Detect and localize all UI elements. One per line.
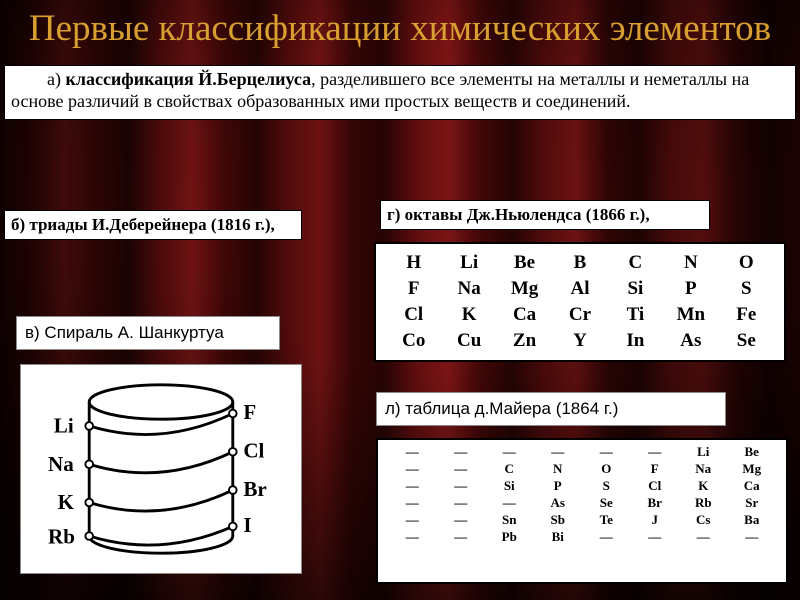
meyer-cell: Pb xyxy=(485,529,534,546)
meyer-cell: Br xyxy=(631,495,680,512)
element-cell: Na xyxy=(441,276,496,302)
box-g: г) октавы Дж.Ньюлендса (1866 г.), xyxy=(380,200,710,230)
svg-text:K: K xyxy=(58,490,75,514)
element-cell: As xyxy=(663,328,718,354)
meyer-cell: P xyxy=(534,478,583,495)
meyer-cell: — xyxy=(437,478,486,495)
meyer-cell: Li xyxy=(679,444,728,461)
element-cell: N xyxy=(663,250,718,276)
element-cell: Fe xyxy=(719,302,774,328)
element-cell: Al xyxy=(552,276,607,302)
meyer-cell: — xyxy=(437,495,486,512)
box-b: б) триады И.Деберейнера (1816 г.), xyxy=(4,210,302,240)
element-cell: Co xyxy=(386,328,441,354)
element-cell: Y xyxy=(552,328,607,354)
svg-text:Br: Br xyxy=(243,477,266,501)
spiral-svg: Li Na K Rb F Cl Br I xyxy=(27,371,295,567)
meyer-cell: Cs xyxy=(679,512,728,529)
element-cell: Cr xyxy=(552,302,607,328)
meyer-cell: J xyxy=(631,512,680,529)
meyer-cell: Rb xyxy=(679,495,728,512)
meyer-cell: Bi xyxy=(534,529,583,546)
spiral-diagram: Li Na K Rb F Cl Br I xyxy=(20,364,302,574)
meyer-cell: — xyxy=(437,529,486,546)
element-cell: B xyxy=(552,250,607,276)
meyer-cell: — xyxy=(388,512,437,529)
meyer-cell: — xyxy=(631,444,680,461)
svg-text:Cl: Cl xyxy=(243,439,264,463)
box-v: в) Спираль А. Шанкуртуа xyxy=(16,316,280,350)
meyer-cell: Se xyxy=(582,495,631,512)
box-a: а) классификация Й.Берцелиуса, разделивш… xyxy=(4,65,796,120)
element-cell: S xyxy=(719,276,774,302)
meyer-cell: — xyxy=(582,444,631,461)
meyer-cell: — xyxy=(534,444,583,461)
meyer-cell: — xyxy=(582,529,631,546)
meyer-cell: — xyxy=(388,444,437,461)
meyer-cell: Cl xyxy=(631,478,680,495)
meyer-cell: — xyxy=(485,495,534,512)
meyer-cell: Na xyxy=(679,461,728,478)
meyer-cell: N xyxy=(534,461,583,478)
meyer-cell: — xyxy=(437,512,486,529)
meyer-cell: — xyxy=(388,529,437,546)
meyer-cell: — xyxy=(388,461,437,478)
meyer-cell: K xyxy=(679,478,728,495)
meyer-cell: As xyxy=(534,495,583,512)
box-l: л) таблица д.Майера (1864 г.) xyxy=(376,392,726,426)
meyer-cell: Si xyxy=(485,478,534,495)
meyer-cell: Ba xyxy=(728,512,777,529)
slide-title: Первые классификации химических элементо… xyxy=(0,8,800,51)
meyer-cell: O xyxy=(582,461,631,478)
svg-text:Na: Na xyxy=(48,452,74,476)
svg-text:Li: Li xyxy=(54,414,74,438)
element-cell: H xyxy=(386,250,441,276)
newlands-table: HLiBeBCNO FNaMgAlSiPS ClKCaCrTiMnFe CoCuZnY… xyxy=(374,242,786,362)
meyer-cell: C xyxy=(485,461,534,478)
meyer-cell: — xyxy=(437,461,486,478)
meyer-cell: — xyxy=(388,478,437,495)
meyer-cell: Ca xyxy=(728,478,777,495)
meyer-cell: — xyxy=(485,444,534,461)
meyer-cell: Sb xyxy=(534,512,583,529)
meyer-cell: — xyxy=(388,495,437,512)
element-cell: Cl xyxy=(386,302,441,328)
element-cell: Li xyxy=(441,250,496,276)
element-cell: Se xyxy=(719,328,774,354)
svg-text:I: I xyxy=(243,513,251,537)
box-a-bold: классификация Й.Берцелиуса xyxy=(65,69,311,89)
box-a-prefix: а) xyxy=(47,69,65,89)
meyer-table: ——————LiBe——CNOFNaMg——SiPSClKCa———AsSeBr… xyxy=(376,438,788,584)
meyer-cell: Te xyxy=(582,512,631,529)
element-cell: Mg xyxy=(497,276,552,302)
meyer-cell: — xyxy=(679,529,728,546)
element-cell: Mn xyxy=(663,302,718,328)
element-cell: Si xyxy=(608,276,663,302)
slide-content: Первые классификации химических элементо… xyxy=(0,0,800,120)
meyer-cell: F xyxy=(631,461,680,478)
element-cell: Zn xyxy=(497,328,552,354)
meyer-cell: S xyxy=(582,478,631,495)
meyer-cell: — xyxy=(437,444,486,461)
meyer-cell: Sr xyxy=(728,495,777,512)
svg-text:F: F xyxy=(243,400,256,424)
element-cell: In xyxy=(608,328,663,354)
element-cell: Be xyxy=(497,250,552,276)
meyer-cell: — xyxy=(728,529,777,546)
element-cell: Cu xyxy=(441,328,496,354)
element-cell: Ti xyxy=(608,302,663,328)
element-cell: Ca xyxy=(497,302,552,328)
meyer-cell: Be xyxy=(728,444,777,461)
element-cell: P xyxy=(663,276,718,302)
meyer-cell: Mg xyxy=(728,461,777,478)
element-cell: F xyxy=(386,276,441,302)
svg-text:Rb: Rb xyxy=(48,525,75,549)
element-cell: C xyxy=(608,250,663,276)
meyer-cell: Sn xyxy=(485,512,534,529)
element-cell: O xyxy=(719,250,774,276)
element-cell: K xyxy=(441,302,496,328)
meyer-cell: — xyxy=(631,529,680,546)
